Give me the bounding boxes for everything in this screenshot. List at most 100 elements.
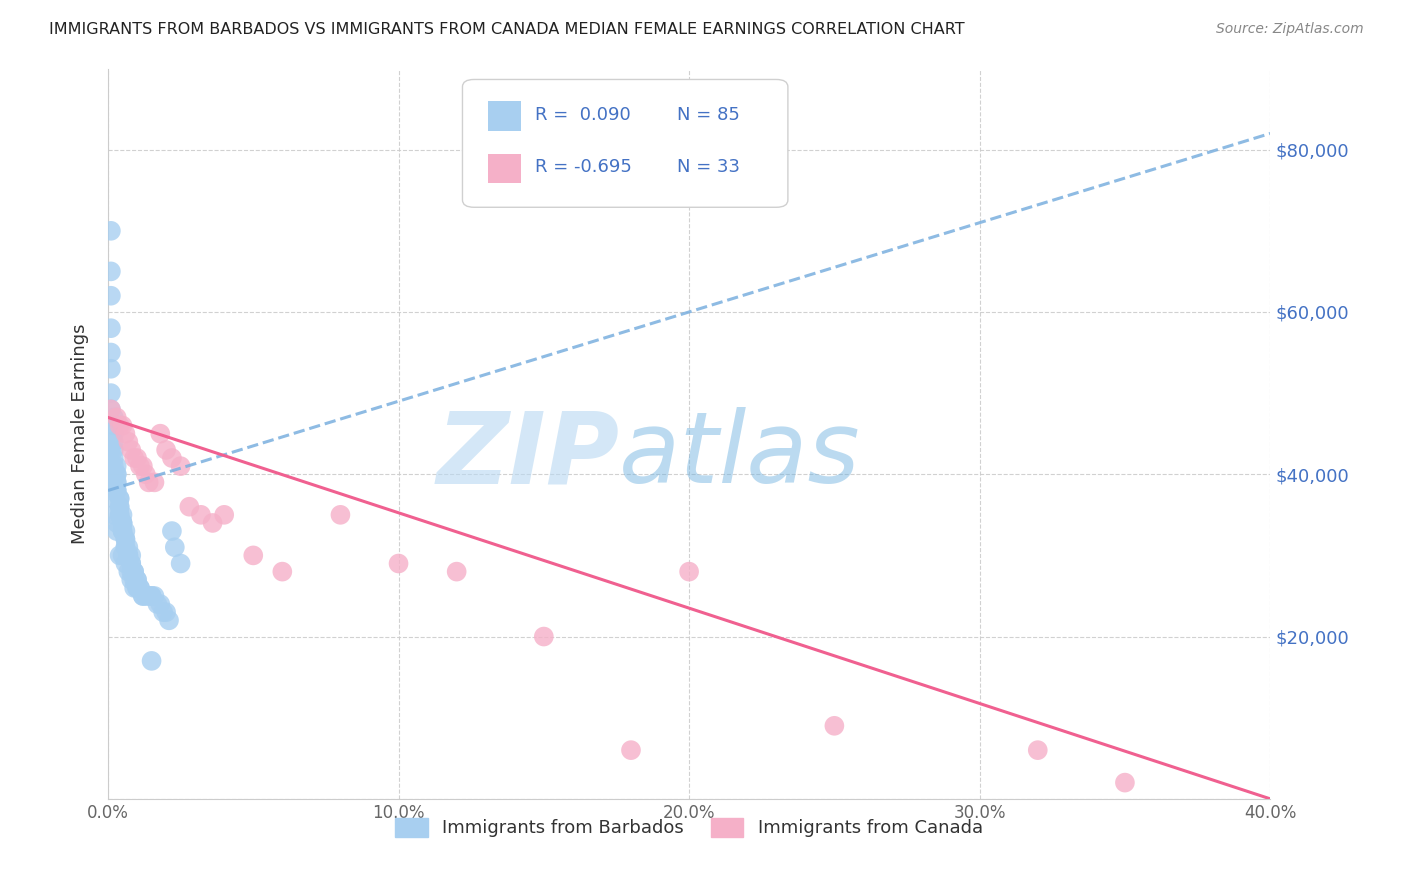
- Point: [114, 426, 136, 441]
- Y-axis label: Median Female Earnings: Median Female Earnings: [72, 324, 89, 544]
- Point: [100, 224, 122, 238]
- Point: [120, 442, 142, 457]
- Point: [105, 467, 128, 482]
- Point: [103, 491, 125, 506]
- Point: [117, 549, 139, 563]
- Point: [120, 557, 142, 571]
- Point: [212, 508, 235, 522]
- Point: [111, 516, 134, 530]
- Point: [111, 418, 134, 433]
- Point: [100, 361, 122, 376]
- Point: [108, 500, 131, 514]
- Point: [100, 442, 122, 457]
- Point: [108, 549, 131, 563]
- Point: [125, 581, 148, 595]
- Point: [108, 508, 131, 522]
- Point: [125, 450, 148, 465]
- Point: [132, 589, 155, 603]
- Point: [103, 459, 125, 474]
- Point: [100, 402, 122, 417]
- Point: [132, 589, 155, 603]
- Point: [114, 541, 136, 555]
- Point: [100, 345, 122, 359]
- Point: [533, 630, 555, 644]
- Text: IMMIGRANTS FROM BARBADOS VS IMMIGRANTS FROM CANADA MEDIAN FEMALE EARNINGS CORREL: IMMIGRANTS FROM BARBADOS VS IMMIGRANTS F…: [49, 22, 965, 37]
- Point: [132, 459, 155, 474]
- Point: [100, 321, 122, 335]
- Point: [103, 418, 125, 433]
- Point: [103, 434, 125, 449]
- Point: [105, 516, 128, 530]
- Point: [111, 524, 134, 538]
- Point: [149, 597, 172, 611]
- Point: [155, 442, 177, 457]
- Point: [138, 589, 160, 603]
- Point: [125, 573, 148, 587]
- Text: R = -0.695: R = -0.695: [534, 158, 631, 176]
- Point: [103, 450, 125, 465]
- Point: [129, 459, 152, 474]
- Point: [105, 475, 128, 490]
- Point: [114, 532, 136, 546]
- Point: [190, 508, 212, 522]
- Point: [105, 475, 128, 490]
- Point: [122, 573, 145, 587]
- Point: [105, 459, 128, 474]
- Bar: [488, 102, 520, 130]
- Point: [242, 549, 264, 563]
- Point: [169, 459, 191, 474]
- Point: [103, 508, 125, 522]
- Text: N = 85: N = 85: [678, 105, 741, 123]
- Point: [108, 418, 131, 433]
- Point: [100, 483, 122, 498]
- Point: [114, 524, 136, 538]
- Point: [105, 410, 128, 425]
- Point: [678, 565, 700, 579]
- Point: [117, 549, 139, 563]
- FancyBboxPatch shape: [463, 79, 787, 207]
- Point: [105, 483, 128, 498]
- Point: [160, 524, 183, 538]
- Point: [122, 565, 145, 579]
- Point: [146, 597, 169, 611]
- Point: [105, 483, 128, 498]
- Point: [108, 491, 131, 506]
- Point: [387, 557, 409, 571]
- Point: [271, 565, 294, 579]
- Point: [125, 581, 148, 595]
- Point: [111, 508, 134, 522]
- Text: R =  0.090: R = 0.090: [534, 105, 630, 123]
- Legend: Immigrants from Barbados, Immigrants from Canada: Immigrants from Barbados, Immigrants fro…: [388, 811, 990, 845]
- Point: [329, 508, 352, 522]
- Point: [122, 581, 145, 595]
- Point: [100, 467, 122, 482]
- Point: [138, 475, 160, 490]
- Point: [141, 589, 163, 603]
- Point: [620, 743, 643, 757]
- Point: [100, 264, 122, 278]
- Point: [135, 589, 157, 603]
- Point: [155, 605, 177, 619]
- Text: Source: ZipAtlas.com: Source: ZipAtlas.com: [1216, 22, 1364, 37]
- Point: [163, 541, 186, 555]
- Point: [117, 565, 139, 579]
- Point: [129, 581, 152, 595]
- Point: [108, 491, 131, 506]
- Point: [823, 719, 845, 733]
- Point: [141, 654, 163, 668]
- Point: [1114, 775, 1136, 789]
- Point: [120, 573, 142, 587]
- Point: [122, 565, 145, 579]
- Point: [169, 557, 191, 571]
- Point: [111, 516, 134, 530]
- Text: ZIP: ZIP: [436, 407, 620, 504]
- Point: [152, 605, 174, 619]
- Point: [117, 541, 139, 555]
- Point: [135, 467, 157, 482]
- Point: [120, 557, 142, 571]
- Point: [117, 549, 139, 563]
- Point: [114, 557, 136, 571]
- Point: [143, 589, 166, 603]
- Point: [108, 500, 131, 514]
- Point: [105, 467, 128, 482]
